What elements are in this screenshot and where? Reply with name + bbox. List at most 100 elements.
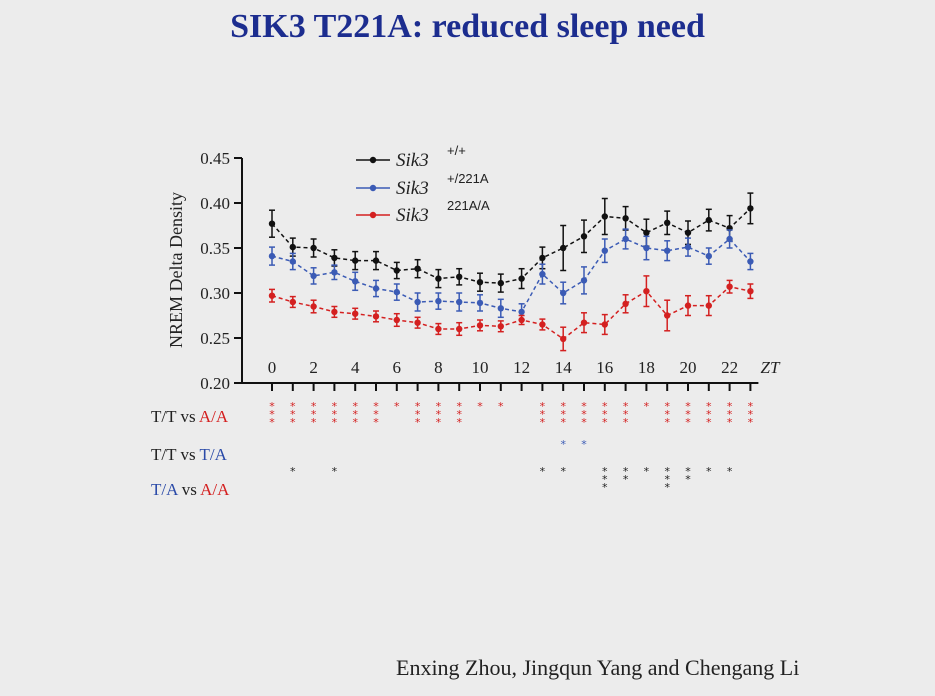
legend-swatch-marker — [369, 211, 377, 219]
data-point — [331, 269, 338, 276]
data-point — [726, 235, 733, 243]
significance-star: * — [436, 408, 442, 421]
significance-star: * — [540, 408, 546, 421]
significance-star: * — [685, 473, 691, 486]
data-point — [747, 205, 754, 212]
data-point — [580, 233, 588, 240]
significance-star: * — [560, 465, 566, 478]
significance-star: * — [664, 473, 670, 486]
data-point — [268, 252, 276, 260]
legend-genotype: +/221A — [447, 171, 489, 186]
data-point — [518, 316, 525, 324]
x-tick-label: 22 — [721, 358, 738, 377]
significance-star: * — [311, 400, 317, 413]
significance-star: * — [373, 416, 379, 429]
significance-star: * — [685, 465, 691, 478]
series-+/+ — [268, 192, 754, 293]
data-point — [393, 267, 400, 274]
significance-star: * — [706, 400, 712, 413]
data-point — [539, 270, 546, 278]
significance-star: * — [498, 400, 504, 413]
significance-star: * — [581, 400, 587, 413]
data-point — [268, 220, 276, 227]
x-tick-label: 10 — [472, 358, 489, 377]
y-tick-label: 0.20 — [200, 374, 230, 393]
significance-star: * — [706, 416, 712, 429]
significance-star: * — [352, 400, 358, 413]
data-point — [684, 229, 692, 236]
significance-star: * — [748, 400, 754, 413]
x-tick-label: 14 — [555, 358, 573, 377]
significance-star: * — [456, 416, 462, 429]
significance-star: * — [415, 408, 421, 421]
significance-star: * — [581, 416, 587, 429]
legend-swatch-marker — [369, 184, 377, 192]
data-point — [705, 216, 712, 224]
x-tick-label: 6 — [393, 358, 402, 377]
legend-genotype: 221A/A — [447, 198, 490, 213]
significance-star: * — [290, 465, 296, 478]
data-point — [664, 219, 671, 226]
y-tick-label: 0.45 — [200, 149, 230, 168]
significance-star: * — [269, 400, 275, 413]
data-point — [372, 313, 380, 320]
data-point — [393, 316, 400, 324]
significance-star: * — [748, 416, 754, 429]
data-point — [664, 247, 671, 254]
data-point — [705, 252, 712, 260]
x-tick-label: 8 — [434, 358, 443, 377]
significance-star: * — [352, 408, 358, 421]
x-tick-label: 12 — [513, 358, 530, 377]
significance-star: * — [602, 408, 608, 421]
data-point — [601, 213, 608, 220]
data-point — [435, 275, 442, 282]
significance-star: * — [436, 400, 442, 413]
data-point — [518, 275, 525, 282]
data-point — [456, 273, 463, 280]
significance-star: * — [664, 465, 670, 478]
data-point — [414, 319, 421, 326]
significance-star: * — [727, 416, 733, 429]
data-point — [497, 279, 504, 287]
significance-star: * — [415, 416, 421, 429]
significance-star: * — [560, 438, 566, 451]
data-point — [289, 298, 296, 306]
significance-star: * — [540, 416, 546, 429]
legend-gene: Sik3 — [396, 205, 429, 226]
significance-star: * — [706, 408, 712, 421]
significance-star: * — [540, 400, 546, 413]
significance-star: * — [373, 400, 379, 413]
significance-star: * — [727, 400, 733, 413]
data-point — [580, 277, 588, 284]
y-tick-label: 0.40 — [200, 194, 230, 213]
series-line — [271, 207, 751, 284]
significance-star: * — [311, 416, 317, 429]
significance-star: * — [581, 438, 587, 451]
y-tick-label: 0.25 — [200, 329, 230, 348]
y-tick-label: 0.35 — [200, 239, 230, 258]
data-point — [414, 265, 421, 272]
slide-title: SIK3 T221A: reduced sleep need — [230, 8, 705, 45]
legend-gene: Sik3 — [396, 178, 429, 199]
significance-star: * — [311, 408, 317, 421]
series-line — [271, 237, 751, 313]
data-point — [726, 283, 733, 290]
significance-star: * — [664, 416, 670, 429]
significance-star: * — [644, 400, 650, 413]
significance-star: * — [560, 408, 566, 421]
data-point — [476, 322, 484, 329]
data-point — [456, 298, 463, 306]
significance-star: * — [394, 400, 400, 413]
significance-star: * — [415, 400, 421, 413]
significance-star: * — [623, 416, 629, 429]
data-point — [435, 297, 442, 305]
legend-gene: Sik3 — [396, 150, 429, 171]
x-axis-label: ZT — [761, 358, 781, 377]
data-point — [518, 308, 525, 316]
significance-layer: ******************* ********** * **********… — [269, 400, 753, 494]
data-point — [601, 247, 608, 254]
significance-star: * — [269, 408, 275, 421]
data-point — [643, 229, 650, 236]
axes: 0.20 0.25 0.30 0.35 0.40 0.45 NREM Delta Densi… — [166, 149, 781, 393]
data-point — [664, 312, 671, 319]
